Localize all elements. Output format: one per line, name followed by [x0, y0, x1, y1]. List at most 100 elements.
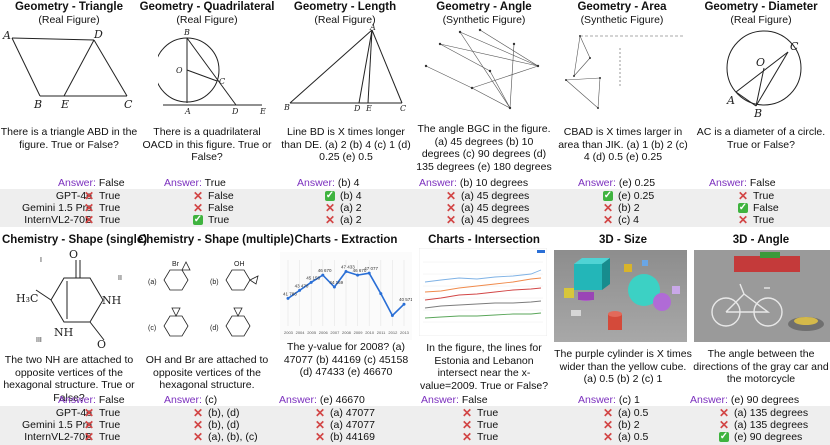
predictions: ✕ True ✕ True ✕ True	[462, 407, 498, 443]
prediction-row: ✕ (b), (d)	[193, 407, 258, 419]
predictions: ✕ (a) 47077 ✕ (a) 47077 ✕ (b) 44169	[315, 407, 375, 443]
question-text: Line BD is X times longer than DE. (a) 2…	[281, 126, 411, 163]
cell-subtitle: (Real Figure)	[314, 14, 376, 26]
prediction-text: (b) 44169	[330, 431, 375, 443]
vertex-label: C	[400, 104, 406, 112]
prediction-row: ✕ (a) 45 degrees	[446, 214, 529, 226]
x-tick-label: 2012	[388, 330, 398, 335]
prediction-row: ✓ (b) 4	[325, 190, 362, 202]
cross-icon: ✕	[446, 189, 457, 203]
model-name: GPT-4o	[55, 190, 92, 202]
data-point	[298, 288, 302, 292]
vertex-label: B	[183, 28, 190, 37]
prediction-text: (a) 135 degrees	[734, 419, 809, 431]
arrow-label: III	[36, 337, 42, 344]
check-icon: ✓	[325, 190, 335, 201]
figure-chart-intersection	[419, 248, 547, 336]
prediction-text: (e) 90 degrees	[734, 431, 803, 443]
prediction-text: (a) 47077	[330, 419, 375, 431]
prediction-row: ✕ (a) 45 degrees	[446, 202, 529, 214]
prediction-text: (a), (b), (c)	[208, 431, 258, 443]
atom-label: O	[69, 250, 78, 261]
prediction-row: ✕ (b), (d)	[193, 419, 258, 431]
vertex-label: B	[33, 98, 42, 111]
data-label: 45 158	[306, 275, 320, 280]
atom-label: NH	[54, 326, 73, 339]
cell-title: Geometry - Triangle	[14, 1, 123, 13]
cross-icon: ✕	[193, 201, 204, 215]
prediction-row: ✕ (a) 0.5	[603, 407, 648, 419]
vertex-label: C	[124, 98, 133, 111]
prediction-row: ✕ (a), (b), (c)	[193, 431, 258, 443]
prediction-text: (a) 45 degrees	[461, 190, 530, 202]
cross-icon: ✕	[462, 406, 473, 420]
cell-geometry-angle: Geometry - Angle (Synthetic Figure)	[415, 1, 553, 26]
prediction-text: (a) 2	[340, 202, 362, 214]
predictions: ✓ (b) 4 ✕ (a) 2 ✕ (a) 2	[325, 190, 362, 226]
question-text: The angle BGC in the figure. (a) 45 degr…	[416, 123, 552, 173]
cell-title: Chemistry - Shape (multiple)	[138, 234, 294, 246]
series-line	[424, 312, 542, 319]
prediction-row: ✓ False	[738, 202, 779, 214]
data-label: 46 670	[318, 268, 332, 273]
x-tick-label: 2008	[342, 330, 352, 335]
x-tick-label: 2011	[377, 330, 386, 335]
cross-icon: ✕	[738, 213, 749, 227]
prediction-text: (b), (d)	[208, 419, 240, 431]
data-point	[367, 271, 371, 275]
prediction-text: (a) 0.5	[618, 431, 649, 443]
answer-value: (e) 0.25	[618, 177, 656, 189]
question-text: The purple cylinder is X times wider tha…	[554, 348, 692, 385]
x-tick-label: 2007	[330, 330, 340, 335]
prediction-row: ✕ (a) 135 degrees	[719, 407, 808, 419]
data-point	[402, 302, 406, 306]
cross-icon: ✕	[315, 406, 326, 420]
prediction-text: (b) 2	[618, 419, 640, 431]
answer-line: Answer: (b) 10 degrees	[419, 177, 529, 189]
series-line	[424, 269, 542, 283]
prediction-row: ✕ (b) 44169	[315, 431, 375, 443]
cross-icon: ✕	[603, 430, 614, 444]
figure-diameter: O C A B	[726, 30, 802, 118]
model-name: GPT-4o	[55, 407, 92, 419]
vertex-label: A	[369, 24, 376, 32]
data-label: 43 470	[295, 283, 309, 288]
prediction-row: ✕ True	[462, 407, 498, 419]
prediction-row: ✕ (c) 4	[603, 214, 654, 226]
prediction-row: ✓ (e) 90 degrees	[719, 431, 808, 443]
question-text: In the figure, the lines for Estonia and…	[419, 342, 549, 392]
data-point	[390, 314, 394, 318]
option-label: (b)	[210, 279, 219, 286]
prediction-text: (e) 0.25	[618, 190, 655, 202]
answer-line: Answer: False	[58, 394, 125, 406]
cross-icon: ✕	[325, 201, 336, 215]
prediction-row: ✕ (a) 45 degrees	[446, 190, 529, 202]
cell-geometry-area: Geometry - Area (Synthetic Figure)	[553, 1, 691, 26]
predictions: ✕ True ✓ False ✕ True	[738, 190, 779, 226]
prediction-row: ✓ True	[193, 214, 234, 226]
prediction-text: True	[99, 431, 121, 443]
answer-line: Answer: (e) 0.25	[578, 177, 656, 189]
prediction-text: True	[99, 407, 121, 419]
data-point	[309, 280, 313, 284]
vertex-label: O	[176, 66, 183, 75]
answer-line: Answer: (b) 4	[297, 177, 360, 189]
cross-icon: ✕	[193, 418, 204, 432]
cell-title: Charts - Extraction	[294, 234, 398, 246]
answer-value: False	[461, 394, 488, 406]
prediction-text: True	[99, 214, 121, 226]
x-tick-label: 2006	[319, 330, 329, 335]
vertex-label: D	[93, 28, 103, 41]
prediction-row: ✕ True	[84, 407, 120, 419]
answer-value: (b) 4	[337, 177, 360, 189]
model-names-row-2: GPT-4o Gemini 1.5 Pro InternVL2-70B	[0, 407, 92, 443]
cross-icon: ✕	[603, 418, 614, 432]
prediction-text: (a) 0.5	[618, 407, 649, 419]
data-point	[332, 285, 336, 289]
vertex-label: A	[2, 29, 11, 42]
cross-icon: ✕	[719, 418, 730, 432]
cross-icon: ✕	[84, 201, 95, 215]
cell-charts-extraction: Charts - Extraction	[277, 234, 415, 247]
model-names-row-1: GPT-4o Gemini 1.5 Pro InternVL2-70B	[0, 190, 92, 226]
answer-value: (b) 10 degrees	[459, 177, 529, 189]
